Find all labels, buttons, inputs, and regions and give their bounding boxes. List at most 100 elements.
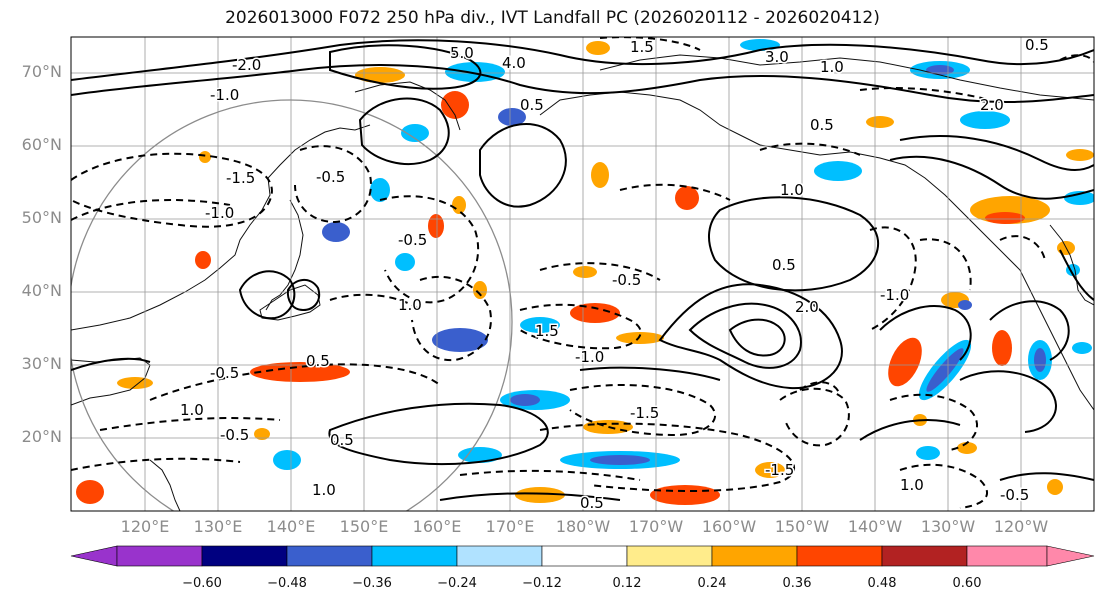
contour-label: 5.0 — [450, 44, 474, 62]
colorbar-segment — [371, 545, 458, 567]
contour-label: 0.5 — [772, 256, 796, 274]
shading-patch — [586, 41, 610, 55]
lon-label: 160°E — [412, 517, 462, 536]
contour-labels: 5.0 4.0 3.0 1.0 1.5 -1.0 -0.5 0.5 -1.5 -… — [179, 35, 1051, 514]
reference-circle — [71, 99, 513, 511]
shading-patch — [432, 328, 488, 352]
shading-patch — [441, 91, 469, 119]
lon-label: 170°W — [628, 517, 684, 536]
contour-label: -2.0 — [232, 56, 261, 74]
contour-label: -0.5 — [210, 364, 239, 382]
shading-patch — [510, 394, 540, 406]
colorbar-tick-label: −0.12 — [522, 576, 562, 591]
shading-patch — [755, 462, 785, 478]
colorbar-extend-left — [70, 545, 118, 567]
lon-label: 130°W — [920, 517, 976, 536]
shading-patch — [1064, 191, 1094, 205]
shading-patch — [1047, 479, 1063, 495]
shading-patch — [888, 337, 922, 387]
gridlines — [71, 37, 1094, 511]
colorbar-tick-label: 0.60 — [952, 576, 982, 591]
chart-title: 2026013000 F072 250 hPa div., IVT Landfa… — [225, 8, 880, 28]
colorbar-segment — [711, 545, 798, 567]
lat-label: 50°N — [21, 208, 62, 227]
contour-label: -1.5 — [630, 404, 659, 422]
shading-patch — [1034, 348, 1046, 372]
shading-patch — [570, 303, 620, 323]
contour-label: -0.5 — [1000, 486, 1029, 504]
shading-patch — [590, 455, 650, 465]
shading-patch — [76, 480, 104, 504]
contour-label: -1.5 — [765, 461, 794, 479]
shading-patch — [473, 281, 487, 299]
lon-label: 170°E — [485, 517, 535, 536]
map-panel — [71, 37, 1094, 511]
shading-patch — [675, 186, 699, 210]
divergence-shading — [76, 39, 1094, 505]
shading-patch — [117, 377, 153, 389]
shading-patch — [250, 362, 350, 382]
contour-label: 2.0 — [980, 96, 1004, 114]
colorbar-tick-label: −0.36 — [352, 576, 392, 591]
contour-label: 1.0 — [900, 476, 924, 494]
colorbar-segment — [626, 545, 713, 567]
shading-patch — [458, 447, 502, 463]
colorbar-segment — [286, 545, 373, 567]
shading-patch — [650, 485, 720, 505]
colorbar-segment — [966, 545, 1048, 567]
shading-patch — [355, 67, 405, 83]
colorbar-tick-label: 0.12 — [612, 576, 642, 591]
colorbar-segment — [541, 545, 628, 567]
lon-label: 150°W — [774, 517, 830, 536]
colorbar-tick-label: −0.48 — [267, 576, 307, 591]
contour-label: 1.0 — [780, 181, 804, 199]
shading-patch — [273, 450, 301, 470]
lat-label: 30°N — [21, 354, 62, 373]
shading-patch — [616, 332, 664, 344]
shading-patch — [916, 446, 940, 460]
shading-patch — [960, 111, 1010, 129]
shading-patch — [926, 348, 964, 392]
contour-label: 0.5 — [580, 494, 604, 512]
colorbar — [70, 545, 1095, 567]
solid-contours — [71, 39, 1094, 501]
contour-label: 1.0 — [312, 481, 336, 499]
contour-label: 1.5 — [535, 322, 559, 340]
contour-label: 0.5 — [810, 116, 834, 134]
contour-label: 4.0 — [502, 54, 526, 72]
colorbar-extend-right — [1046, 545, 1095, 567]
shading-patch — [926, 65, 954, 75]
contour-label: -1.0 — [575, 348, 604, 366]
contour-label: -1.0 — [205, 204, 234, 222]
colorbar-segment — [796, 545, 883, 567]
shading-patch — [195, 251, 211, 269]
shading-patch — [985, 212, 1025, 224]
contour-label: -0.5 — [398, 231, 427, 249]
colorbar-segment — [201, 545, 288, 567]
shading-patch — [1072, 342, 1092, 354]
shading-patch — [401, 124, 429, 142]
contour-label: -0.5 — [612, 271, 641, 289]
lon-label: 150°E — [339, 517, 389, 536]
lon-label: 180°W — [555, 517, 611, 536]
shading-patch — [992, 330, 1012, 366]
lat-label: 20°N — [21, 427, 62, 446]
colorbar-segment — [456, 545, 543, 567]
contour-label: 1.0 — [180, 401, 204, 419]
shading-patch — [395, 253, 415, 271]
map-border — [70, 36, 1095, 512]
contour-label: 0.5 — [330, 431, 354, 449]
contour-label: 1.0 — [398, 296, 422, 314]
shading-patch — [958, 300, 972, 310]
contour-label: -1.5 — [226, 169, 255, 187]
contour-label: 0.5 — [306, 352, 330, 370]
shading-patch — [520, 317, 560, 333]
lat-label: 40°N — [21, 281, 62, 300]
shading-patch — [452, 196, 466, 214]
shading-patch — [1066, 149, 1094, 161]
colorbar-tick-label: 0.24 — [697, 576, 727, 591]
contour-label: -0.5 — [220, 426, 249, 444]
shading-patch — [428, 214, 444, 238]
shading-patch — [254, 428, 270, 440]
